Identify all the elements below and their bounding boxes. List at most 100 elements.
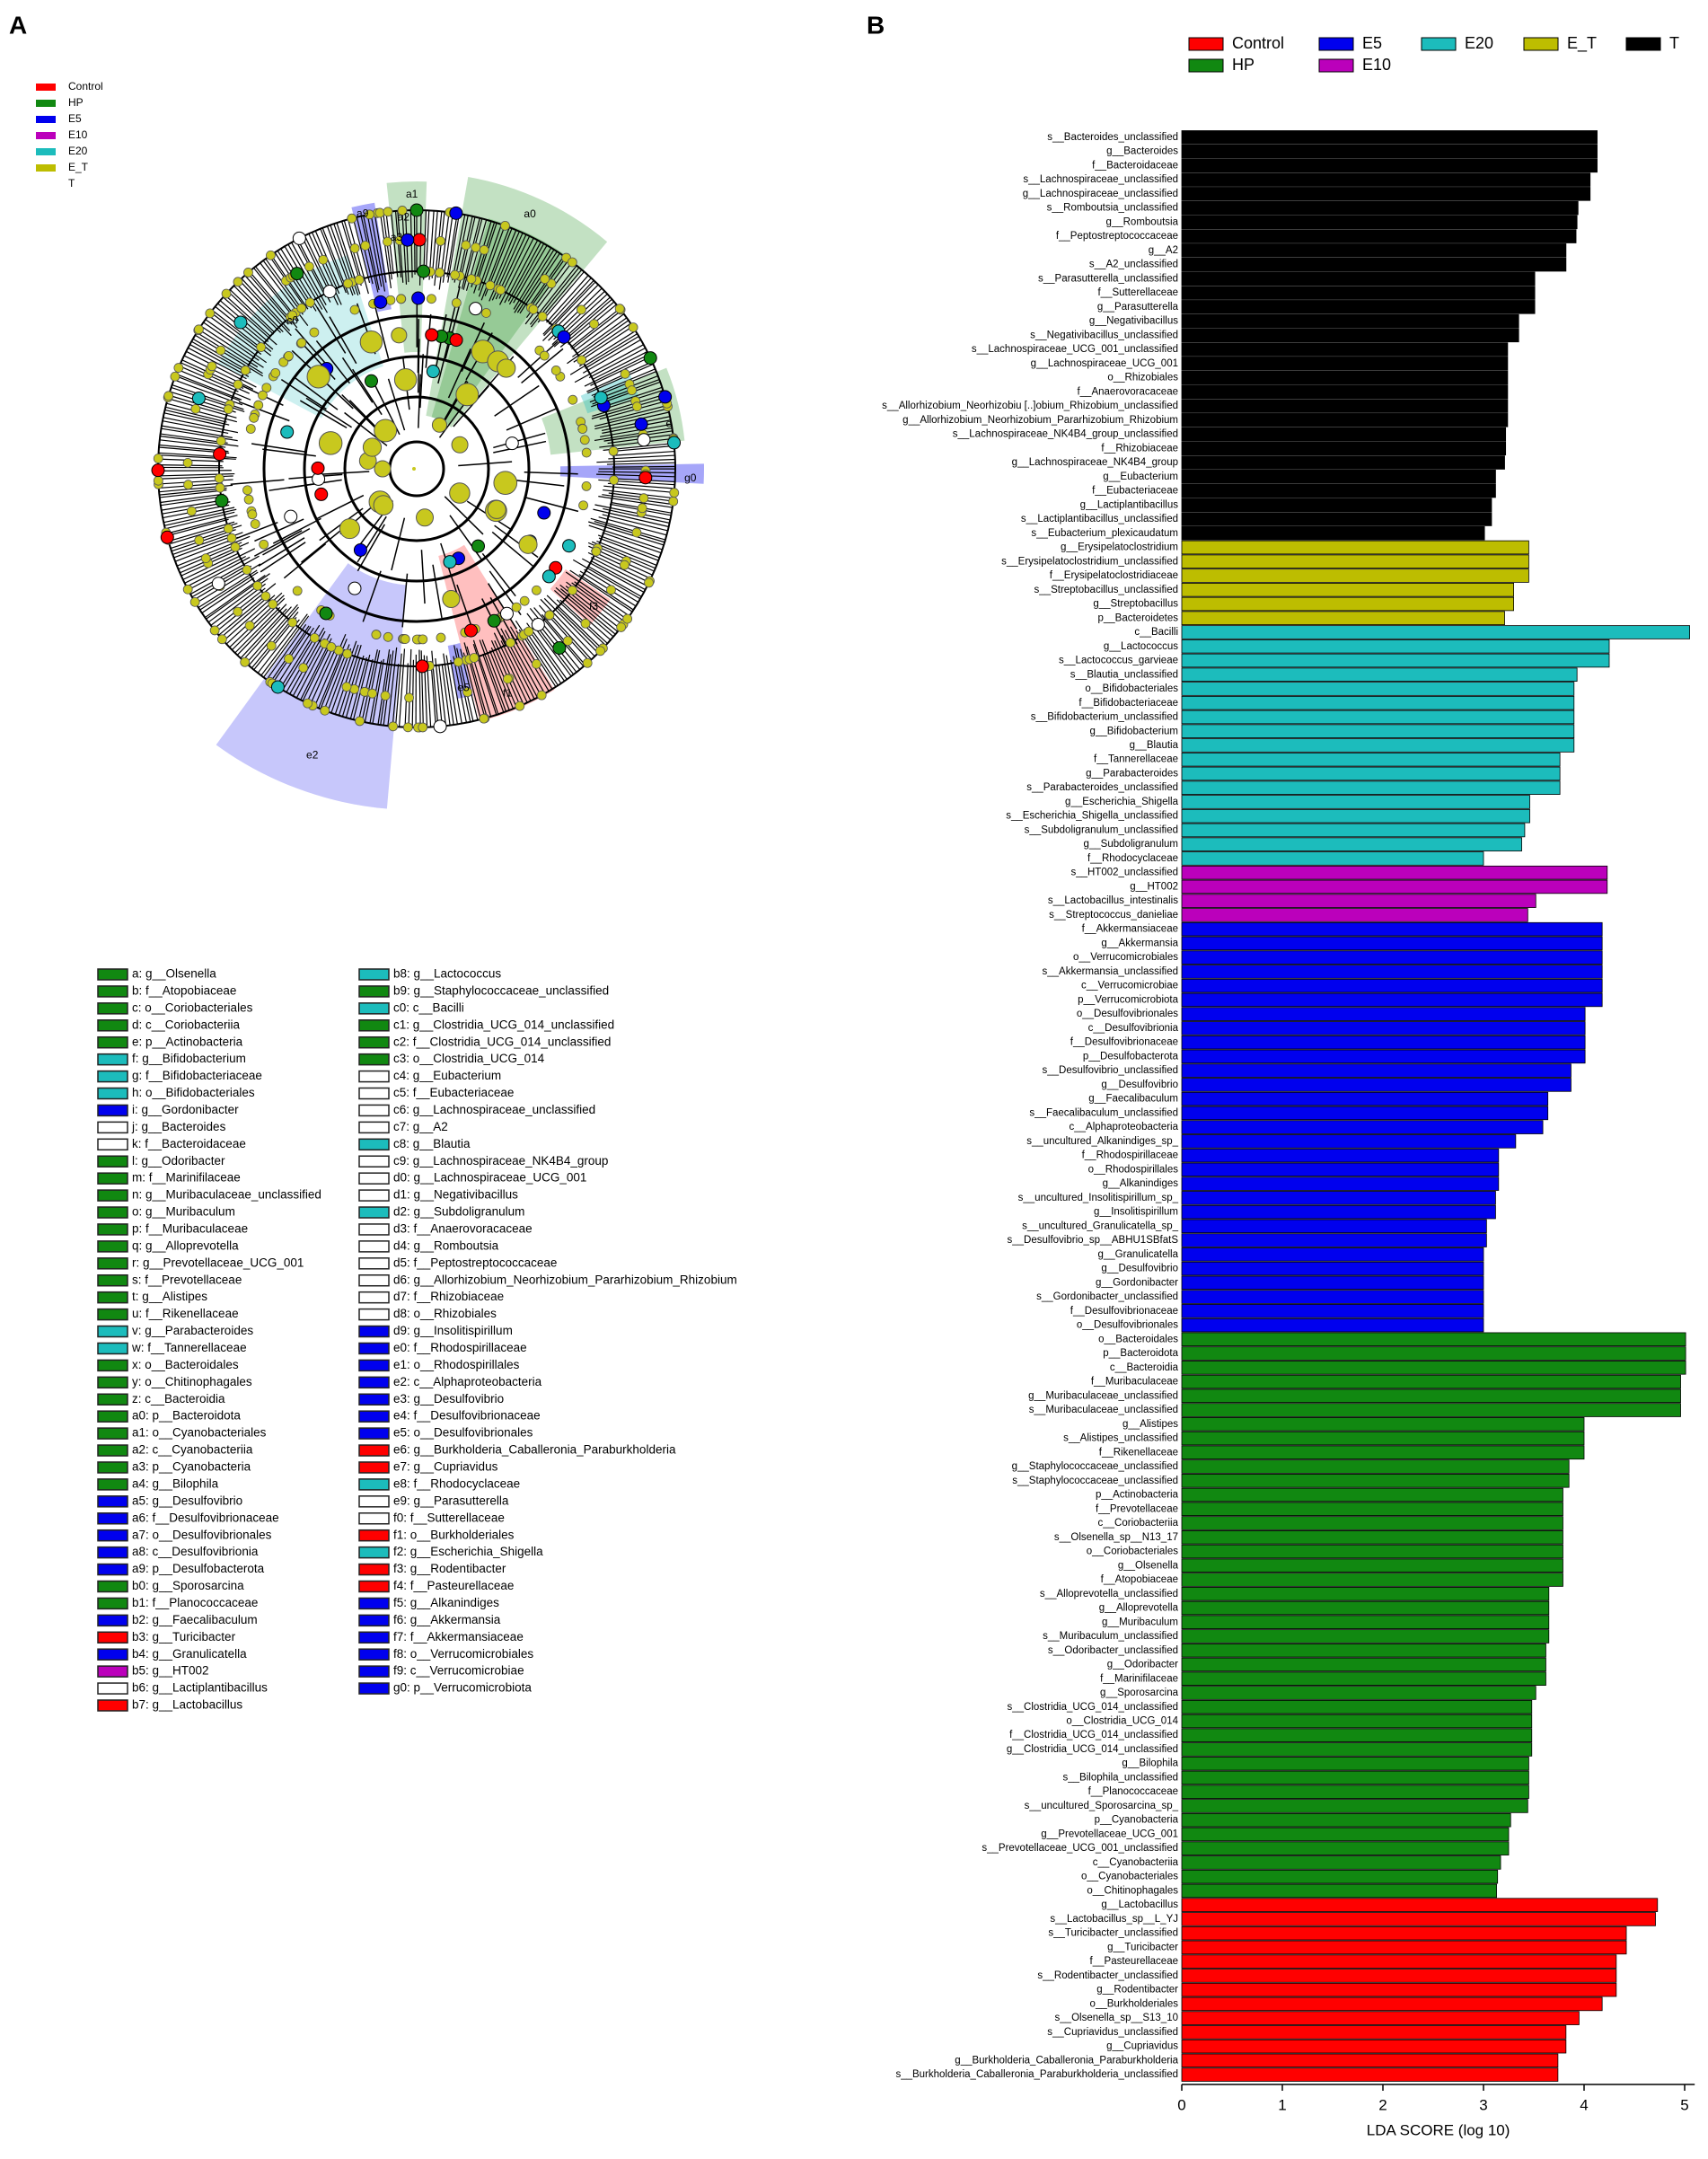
branch: [607, 482, 675, 489]
branch: [603, 485, 674, 494]
node: [242, 485, 252, 496]
node: [449, 206, 463, 220]
node: [427, 294, 436, 304]
bar-label: g__Staphylococcaceae_unclassified: [1012, 1461, 1178, 1472]
bar-label: f__Clostridia_UCG_014_unclassified: [1009, 1730, 1178, 1740]
branch: [159, 439, 226, 448]
node: [537, 506, 551, 520]
key-label: i: g__Gordonibacter: [132, 1103, 239, 1116]
key-label: v: g__Parabacteroides: [132, 1324, 253, 1337]
branch: [341, 393, 381, 434]
node: [541, 569, 556, 584]
bar-label: c__Verrucomicrobiae: [1081, 981, 1178, 991]
branch: [514, 249, 555, 313]
key-swatch: [358, 1189, 390, 1202]
bar-label: g__HT002: [1130, 881, 1178, 892]
node: [270, 367, 281, 378]
panel-label: A: [9, 11, 27, 39]
branch: [411, 659, 415, 727]
node: [380, 691, 391, 701]
key-swatch: [97, 1699, 128, 1712]
bar: [1181, 1204, 1496, 1220]
branch: [166, 518, 229, 537]
branch: [248, 606, 299, 666]
key-swatch: [97, 1342, 128, 1355]
branch: [314, 494, 365, 521]
branch: [517, 340, 559, 378]
node: [567, 257, 577, 268]
node: [298, 663, 309, 673]
branch: [370, 214, 386, 292]
branch: [189, 555, 260, 595]
bar: [1181, 766, 1561, 781]
branch: [506, 408, 557, 431]
branch: [526, 627, 566, 682]
bar: [1181, 582, 1515, 597]
branch: [161, 425, 233, 438]
node: [658, 390, 673, 404]
bar: [1181, 470, 1496, 484]
node: [499, 606, 514, 621]
node: [245, 424, 256, 434]
node: [449, 333, 463, 348]
node: [215, 482, 225, 493]
bar-label: p__Actinobacteria: [1096, 1490, 1179, 1501]
branch: [500, 640, 532, 701]
bar-label: s__Lachnospiraceae_NK4B4_group_unclassif…: [953, 429, 1178, 440]
node: [303, 698, 313, 709]
branch: [533, 607, 585, 667]
bar-label: c__Desulfovibrionia: [1088, 1023, 1179, 1034]
bar-label: g__Parasutterella: [1097, 302, 1179, 313]
key-label: d5: f__Peptostreptococcaceae: [393, 1256, 557, 1269]
node: [318, 431, 343, 455]
bar-label: f__Bifidobacteriaceae: [1079, 698, 1178, 709]
node: [343, 278, 353, 289]
node: [638, 493, 649, 504]
branch: [606, 462, 675, 465]
branch: [590, 557, 648, 586]
bar: [1181, 682, 1575, 696]
legend-label: E_T: [68, 161, 89, 173]
branch: [510, 479, 565, 487]
node: [418, 722, 428, 733]
branch: [571, 582, 626, 623]
bar: [1181, 399, 1509, 413]
key-label: d1: g__Negativibacillus: [393, 1188, 518, 1202]
branch: [441, 664, 451, 726]
bar: [1181, 1699, 1533, 1714]
branch: [521, 348, 564, 384]
bar: [1181, 554, 1529, 569]
bar-label: f__Pasteurellaceae: [1090, 1956, 1178, 1967]
node: [349, 304, 360, 315]
node: [221, 288, 232, 299]
node: [568, 394, 578, 405]
branch: [593, 508, 669, 528]
node: [216, 436, 226, 446]
ring: [343, 395, 490, 542]
bar-label: s__Streptobacillus_unclassified: [1034, 585, 1178, 595]
branch: [260, 262, 309, 326]
bar-label: c__Coriobacteriia: [1098, 1518, 1179, 1529]
bar-label: p__Desulfobacterota: [1083, 1051, 1179, 1062]
legend-label: E_T: [1567, 34, 1597, 53]
key-swatch: [358, 1019, 390, 1032]
branch: [554, 589, 612, 641]
branch: [203, 322, 260, 361]
node: [258, 390, 268, 401]
key-label: e9: g__Parasutterella: [393, 1494, 509, 1507]
node: [637, 503, 647, 514]
node: [435, 268, 445, 278]
node: [247, 509, 258, 520]
bar-label: s__Lactobacillus_sp__L_YJ: [1050, 1914, 1178, 1925]
branch: [320, 228, 347, 294]
node: [431, 417, 448, 433]
x-tick-label: 5: [1680, 2096, 1688, 2113]
branch: [491, 531, 534, 568]
branch: [493, 432, 546, 449]
clade-label: a1: [406, 188, 418, 200]
bar: [1181, 936, 1603, 951]
ring: [388, 440, 445, 498]
branch: [555, 606, 602, 652]
